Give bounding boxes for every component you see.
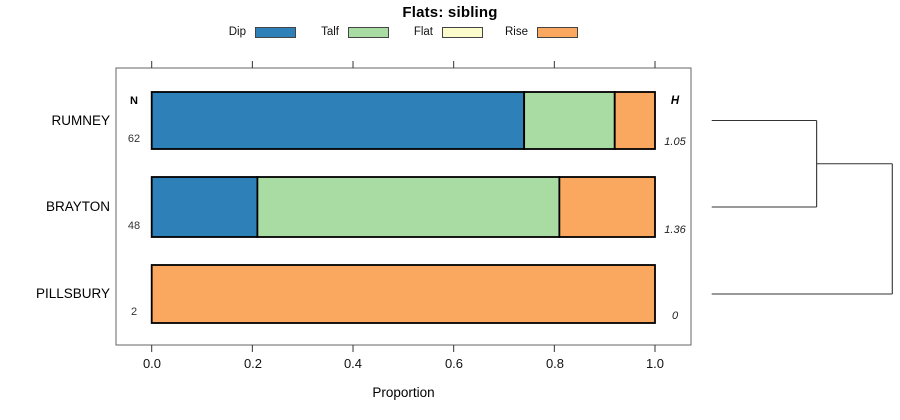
n-value-brayton: 48 — [127, 220, 141, 232]
bar-segment-brayton-rise — [558, 176, 656, 238]
row-label-rumney: RUMNEY — [51, 113, 110, 128]
n-value-rumney: 62 — [127, 133, 141, 145]
plot-box — [115, 67, 692, 346]
bar-segment-rumney-talf — [523, 91, 616, 150]
x-tick-label-1.0: 1.0 — [645, 356, 665, 371]
legend-swatch-rise — [537, 27, 578, 38]
bar-segment-rumney-rise — [613, 91, 656, 150]
h-value-rumney: 1.05 — [664, 136, 686, 148]
row-label-pillsbury: PILLSBURY — [35, 286, 110, 301]
h-value-pillsbury: 0 — [671, 310, 679, 322]
x-tick-label-0.0: 0.0 — [142, 356, 162, 371]
legend-label-flat: Flat — [413, 26, 433, 38]
chart-title: Flats: sibling — [402, 4, 498, 21]
n-column-header: N — [130, 95, 138, 107]
legend-swatch-talf — [348, 27, 389, 38]
x-axis-label: Proportion — [372, 385, 435, 400]
bar-segment-pillsbury-rise — [150, 264, 656, 324]
h-value-brayton: 1.36 — [664, 224, 686, 236]
legend-swatch-dip — [255, 27, 296, 38]
legend-swatch-flat — [442, 27, 483, 38]
legend-label-rise: Rise — [504, 26, 528, 38]
bar-segment-brayton-dip — [150, 176, 259, 238]
legend-label-dip: Dip — [228, 26, 246, 38]
x-tick-label-0.2: 0.2 — [243, 356, 263, 371]
legend-label-talf: Talf — [321, 26, 339, 38]
x-tick-label-0.8: 0.8 — [545, 356, 565, 371]
x-tick-label-0.6: 0.6 — [444, 356, 464, 371]
n-value-pillsbury: 2 — [130, 306, 138, 318]
row-label-brayton: BRAYTON — [45, 199, 110, 214]
bar-segment-brayton-talf — [256, 176, 561, 238]
x-tick-label-0.4: 0.4 — [343, 356, 363, 371]
bar-segment-rumney-dip — [150, 91, 526, 150]
h-column-header: H — [670, 95, 680, 107]
